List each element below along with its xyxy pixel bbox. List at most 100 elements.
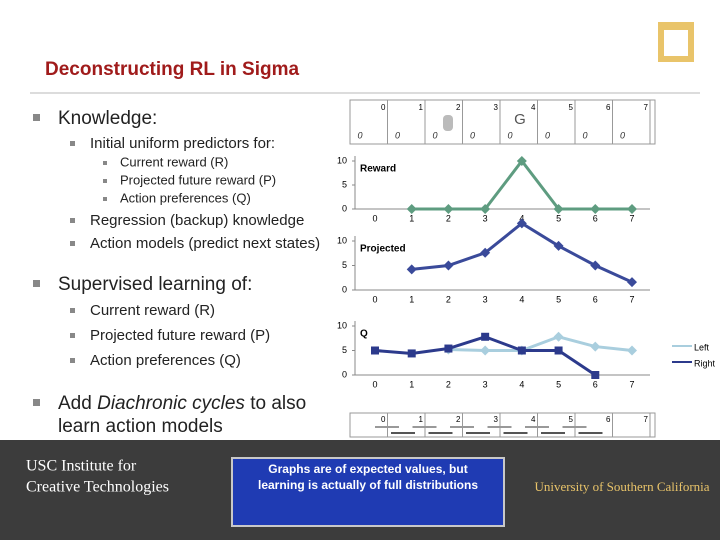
marker	[407, 349, 416, 358]
reward-label: 0	[433, 130, 438, 140]
reward-label: 0	[620, 130, 625, 140]
x-tick-label: 3	[483, 294, 488, 304]
x-tick-label: 7	[629, 379, 634, 389]
series-line	[411, 221, 633, 284]
marker	[590, 341, 601, 352]
bullet	[103, 161, 107, 165]
state-label: 1	[419, 415, 424, 424]
marker	[590, 204, 601, 214]
logo-text: Creative Technologies	[26, 479, 169, 496]
x-tick-label: 7	[629, 213, 634, 223]
bullet	[70, 141, 75, 146]
x-tick-label: 2	[446, 213, 451, 223]
y-tick-label: 10	[337, 155, 347, 165]
y-tick-label: 5	[342, 179, 347, 189]
state-label: 4	[531, 415, 536, 424]
logo-text: University of Southern California	[534, 479, 709, 494]
reward-label: 0	[395, 130, 400, 140]
note-line: learning is actually of full distributio…	[258, 478, 478, 492]
x-tick-label: 4	[519, 294, 524, 304]
bullet-text: Action models (predict next states)	[90, 235, 320, 252]
bullet-text: Initial uniform predictors for:	[90, 135, 275, 152]
marker	[627, 277, 637, 288]
state-label: 6	[606, 415, 611, 424]
bullet-text: Regression (backup) knowledge	[90, 212, 304, 229]
marker	[480, 247, 491, 258]
sub-bullets: Current reward (R) Projected future rewar…	[70, 302, 270, 369]
marker	[481, 332, 490, 341]
marker	[627, 204, 637, 214]
reward-label: 0	[583, 130, 588, 140]
state-label: 7	[644, 415, 649, 424]
marker	[516, 156, 527, 166]
logo-text: USC Institute for	[26, 458, 137, 475]
series-line	[411, 158, 632, 211]
marker	[406, 204, 417, 214]
bullet	[70, 358, 75, 363]
note-line: Graphs are of expected values, but	[268, 462, 467, 476]
y-tick-label: 10	[337, 235, 347, 245]
y-tick-label: 0	[342, 369, 347, 379]
x-tick-label: 1	[409, 213, 414, 223]
y-tick-label: 0	[342, 203, 347, 213]
reward-label: 0	[545, 130, 550, 140]
goal: G	[514, 111, 526, 128]
bullet-text: Current reward (R)	[120, 154, 228, 169]
state-label: 4	[531, 103, 536, 112]
bullet	[103, 179, 107, 183]
x-tick-label: 4	[519, 379, 524, 389]
note: Graphs are of expected values, but learni…	[258, 462, 478, 492]
charts: Reward051001234567Projected051001234567Q…	[337, 155, 716, 389]
reward-label: 0	[508, 130, 513, 140]
bullet-text: Supervised learning of:	[58, 274, 252, 295]
x-tick-label: 2	[446, 379, 451, 389]
state-label: 5	[569, 415, 574, 424]
bullets: Knowledge: Initial uniform predictors fo…	[33, 108, 320, 437]
y-tick-label: 5	[342, 345, 347, 355]
chart-title: Reward	[360, 164, 396, 175]
marker	[444, 344, 453, 353]
state-label: 2	[456, 415, 461, 424]
note-box	[231, 457, 505, 527]
marker	[553, 204, 564, 214]
reward-label: 0	[470, 130, 475, 140]
agent	[443, 115, 453, 131]
x-tick-label: 3	[483, 379, 488, 389]
bullet-text: Projected future reward (P)	[120, 172, 276, 187]
marker	[553, 240, 564, 251]
marker	[443, 260, 454, 271]
x-tick-label: 2	[446, 294, 451, 304]
slide-title: Deconstructing RL in Sigma	[45, 59, 300, 80]
bullet-text: Projected future reward (P)	[90, 327, 270, 344]
marker	[627, 345, 637, 356]
bullet	[33, 114, 40, 121]
marker	[480, 345, 491, 356]
chart-title: Projected	[360, 244, 406, 255]
series-line	[448, 335, 633, 352]
state-label: 6	[606, 103, 611, 112]
chart-title: Q	[360, 329, 368, 340]
marker	[480, 204, 491, 214]
x-tick-label: 1	[409, 294, 414, 304]
bullet-text: Action preferences (Q)	[90, 352, 241, 369]
bullet-text: learn action models	[58, 416, 223, 437]
bullet	[70, 241, 75, 246]
marker	[406, 264, 417, 275]
state-label: 5	[569, 103, 574, 112]
text-part: to also	[245, 393, 306, 414]
state-label: 1	[419, 103, 424, 112]
reward-label: 0	[358, 130, 363, 140]
sub-bullets: Current reward (R) Projected future rewar…	[103, 154, 276, 205]
x-tick-label: 5	[556, 294, 561, 304]
marker	[591, 371, 600, 379]
state-label: 2	[456, 103, 461, 112]
text-part: Diachronic cycles	[97, 393, 245, 414]
marker	[443, 204, 454, 214]
x-tick-label: 0	[372, 379, 377, 389]
marker	[517, 346, 526, 355]
bullet-text: Current reward (R)	[90, 302, 215, 319]
state-label: 0	[381, 415, 386, 424]
bullet-text: Knowledge:	[58, 108, 157, 129]
